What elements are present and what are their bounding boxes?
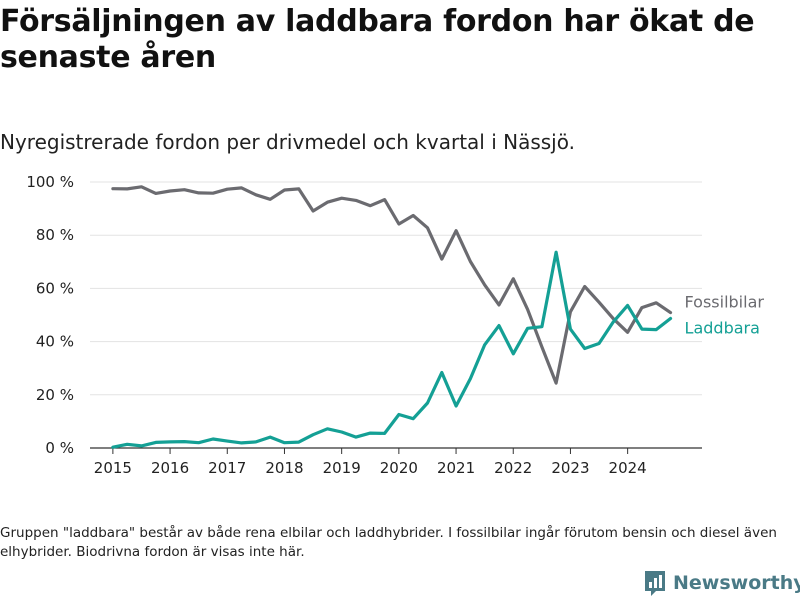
y-tick-label: 100 % [26,173,74,191]
grid-lines [90,181,702,396]
x-tick-label: 2016 [151,459,189,477]
series-labels: Fossilbilar Laddbara [685,293,765,338]
chart-title: Försäljningen av laddbara fordon har öka… [0,4,755,75]
series-label-fossil: Fossilbilar [685,293,765,312]
series-label-laddbara: Laddbara [685,319,760,338]
x-tick-label: 2024 [609,459,647,477]
series-line-fossil [111,185,673,385]
brand-name: Newsworthy [673,572,800,594]
x-tick-label: 2023 [551,459,589,477]
x-tick-label: 2022 [494,459,532,477]
x-tick-label: 2021 [437,459,475,477]
x-tick-label: 2017 [208,459,246,477]
x-tick-label: 2018 [265,459,303,477]
y-tick-label: 60 % [36,279,74,297]
y-tick-label: 20 % [36,386,74,404]
footnote: Gruppen "laddbara" består av både rena e… [0,525,777,560]
brand-logo: Newsworthy [643,568,800,598]
x-tick-label: 2015 [94,459,132,477]
y-tick-label: 40 % [36,333,74,351]
y-tick-label: 80 % [36,226,74,244]
x-tick-label: 2019 [323,459,361,477]
series-lines [111,185,673,449]
series-line-laddbara [111,250,673,449]
y-tick-label: 0 % [45,439,74,457]
x-tick-label: 2020 [380,459,418,477]
chart-subtitle: Nyregistrerade fordon per drivmedel och … [0,130,575,154]
newsworthy-logo-icon [645,571,665,596]
axes: 0 % 20 % 40 % 60 % 80 % 100 % 2015 2016 2017 2018… [26,173,702,477]
